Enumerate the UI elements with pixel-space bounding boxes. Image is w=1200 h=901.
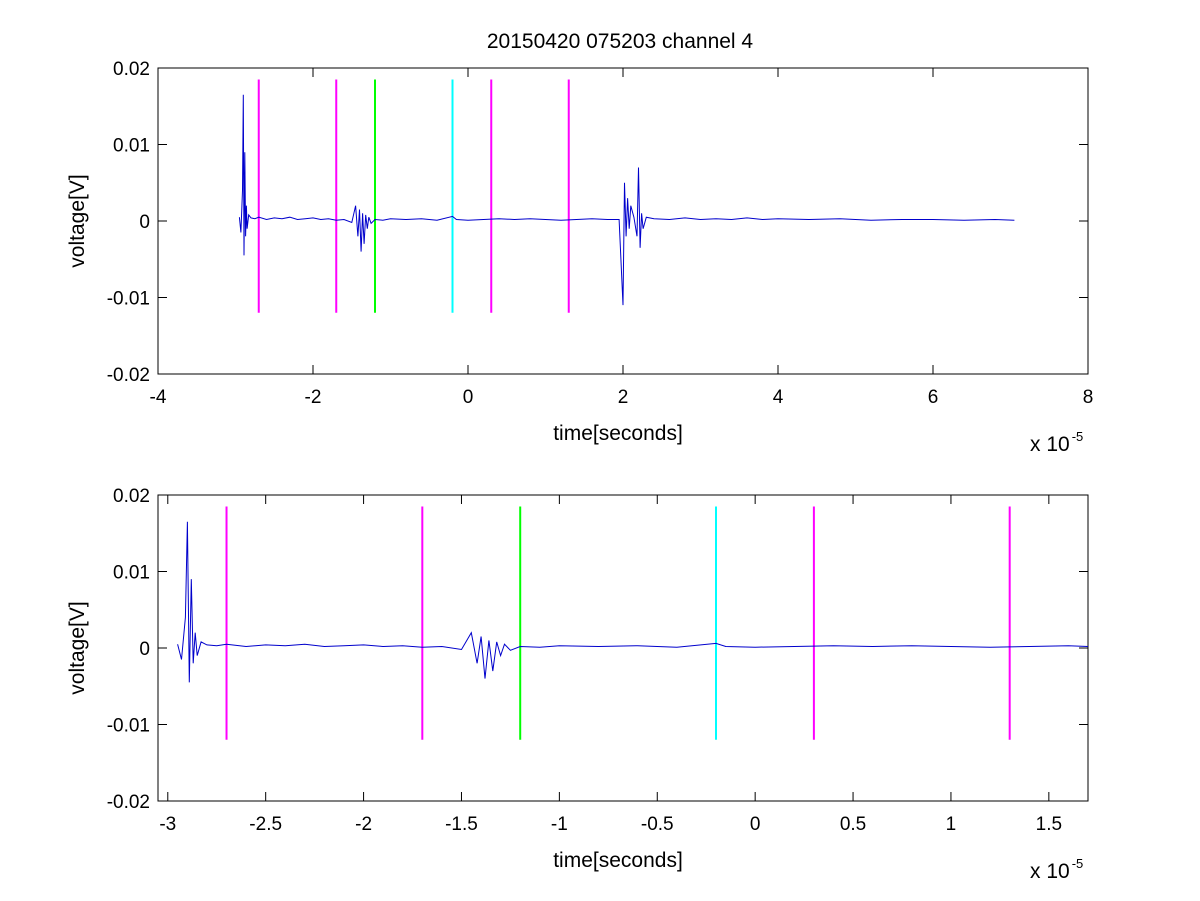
bottom-x-ticks: -3 -2.5 -2 -1.5 -1 -0.5 0 0.5 1 1.5 <box>159 495 1062 835</box>
bottom-x-tick-label: -1.5 <box>445 814 478 835</box>
top-x-tick-label: 0 <box>463 387 474 408</box>
top-voltage-trace <box>238 94 1015 306</box>
bottom-x-tick-label: -1 <box>551 814 568 835</box>
top-x-tick-label: -2 <box>305 387 322 408</box>
top-plot-panel: 20150420 075203 channel 4 -4 -2 0 2 4 6 8 -0.0… <box>66 30 1093 456</box>
bottom-x-tick-label: -2.5 <box>249 814 282 835</box>
bottom-x-tick-label: 1.5 <box>1036 814 1062 835</box>
bottom-event-markers <box>225 506 1011 740</box>
top-y-ticks: -0.02 -0.01 0 0.01 0.02 <box>107 59 1088 386</box>
top-y-tick-label: -0.01 <box>107 289 150 310</box>
top-x-multiplier: x 10 -5 <box>1030 429 1083 456</box>
bottom-y-tick-label: 0 <box>139 639 150 660</box>
bottom-y-axis-label: voltage[V] <box>66 601 89 694</box>
top-y-tick-label: 0 <box>139 212 150 233</box>
bottom-x-tick-label: 1 <box>946 814 957 835</box>
bottom-plot-panel: -3 -2.5 -2 -1.5 -1 -0.5 0 0.5 1 1.5 -0.02 -0.01 0 0.… <box>66 486 1089 883</box>
bottom-x-tick-label: -0.5 <box>641 814 674 835</box>
bottom-signal-series <box>177 521 1089 683</box>
bottom-y-tick-label: 0.02 <box>113 486 150 507</box>
top-x-tick-label: -4 <box>150 387 167 408</box>
bottom-x-multiplier-base: x 10 <box>1030 860 1070 883</box>
top-x-multiplier-exponent: -5 <box>1072 429 1084 444</box>
top-y-tick-label: 0.01 <box>113 136 150 157</box>
top-y-axis-label: voltage[V] <box>66 174 89 267</box>
top-y-tick-label: -0.02 <box>107 365 150 386</box>
bottom-x-multiplier: x 10 -5 <box>1030 856 1083 883</box>
bottom-y-tick-label: -0.01 <box>107 716 150 737</box>
bottom-y-tick-label: -0.02 <box>107 792 150 813</box>
top-x-tick-label: 8 <box>1083 387 1094 408</box>
bottom-y-tick-label: 0.01 <box>113 563 150 584</box>
top-x-ticks: -4 -2 0 2 4 6 8 <box>150 68 1094 408</box>
chart-title: 20150420 075203 channel 4 <box>487 30 754 53</box>
top-x-tick-label: 6 <box>928 387 939 408</box>
top-y-tick-label: 0.02 <box>113 59 150 80</box>
top-event-markers <box>257 79 570 313</box>
top-signal-series <box>238 94 1015 306</box>
top-x-axis-label: time[seconds] <box>553 422 683 445</box>
bottom-x-tick-label: 0 <box>750 814 761 835</box>
top-x-tick-label: 2 <box>618 387 629 408</box>
top-x-multiplier-base: x 10 <box>1030 433 1070 456</box>
bottom-x-axis-label: time[seconds] <box>553 849 683 872</box>
top-x-tick-label: 4 <box>773 387 784 408</box>
bottom-x-tick-label: 0.5 <box>840 814 866 835</box>
bottom-y-ticks: -0.02 -0.01 0 0.01 0.02 <box>107 486 1088 813</box>
bottom-x-tick-label: -3 <box>159 814 176 835</box>
bottom-x-multiplier-exponent: -5 <box>1072 856 1084 871</box>
bottom-x-tick-label: -2 <box>355 814 372 835</box>
bottom-voltage-trace <box>177 521 1089 683</box>
